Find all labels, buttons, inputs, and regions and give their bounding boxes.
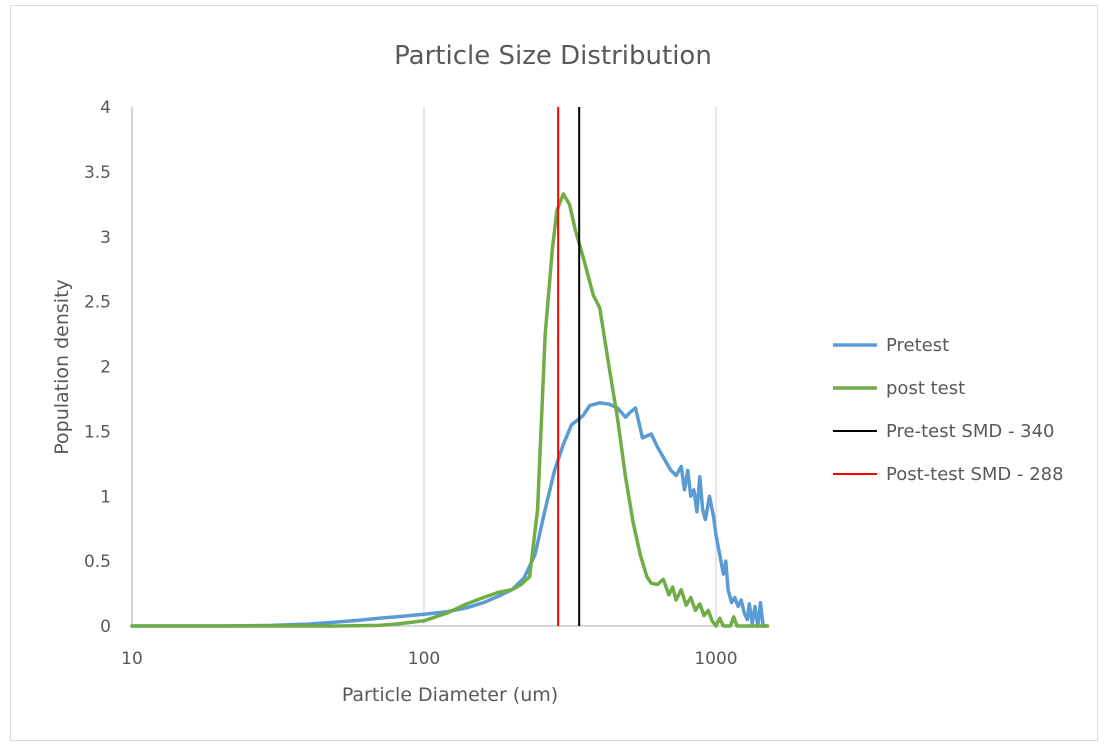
legend-label-post-test-smd-288: Post-test SMD - 288 <box>886 464 1064 485</box>
x-tick-label: 1000 <box>694 649 737 669</box>
y-tick-label: 0.5 <box>84 552 111 572</box>
y-tick-label: 2 <box>100 358 111 378</box>
x-axis-label: Particle Diameter (um) <box>342 684 558 706</box>
legend-label-post-test: post test <box>886 378 965 399</box>
series-line-post-test <box>130 192 770 628</box>
y-tick-label: 4 <box>100 98 111 118</box>
y-tick-label: 1 <box>100 487 111 507</box>
x-tick-label: 100 <box>408 649 440 669</box>
y-tick-label: 0 <box>100 617 111 637</box>
y-tick-label: 3 <box>100 228 111 248</box>
y-ticks: 0 0.5 1 1.5 2 2.5 3 3.5 4 <box>84 98 111 637</box>
x-ticks: 10 100 1000 <box>121 649 737 669</box>
legend-label-pre-test-smd-340: Pre-test SMD - 340 <box>886 421 1055 442</box>
x-tick-label: 10 <box>121 649 143 669</box>
y-tick-label: 1.5 <box>84 422 111 442</box>
y-axis-label: Population density <box>51 279 73 455</box>
y-tick-label: 3.5 <box>84 163 111 183</box>
series-group <box>130 107 770 628</box>
grid <box>423 107 717 626</box>
legend: Pretest post test Pre-test SMD - 340 Post-t… <box>833 335 1064 485</box>
series-line-pretest <box>130 401 770 628</box>
y-tick-label: 2.5 <box>84 293 111 313</box>
chart-title: Particle Size Distribution <box>394 41 712 71</box>
axes <box>131 107 768 627</box>
chart-frame <box>10 5 1098 741</box>
legend-label-pretest: Pretest <box>886 335 949 356</box>
